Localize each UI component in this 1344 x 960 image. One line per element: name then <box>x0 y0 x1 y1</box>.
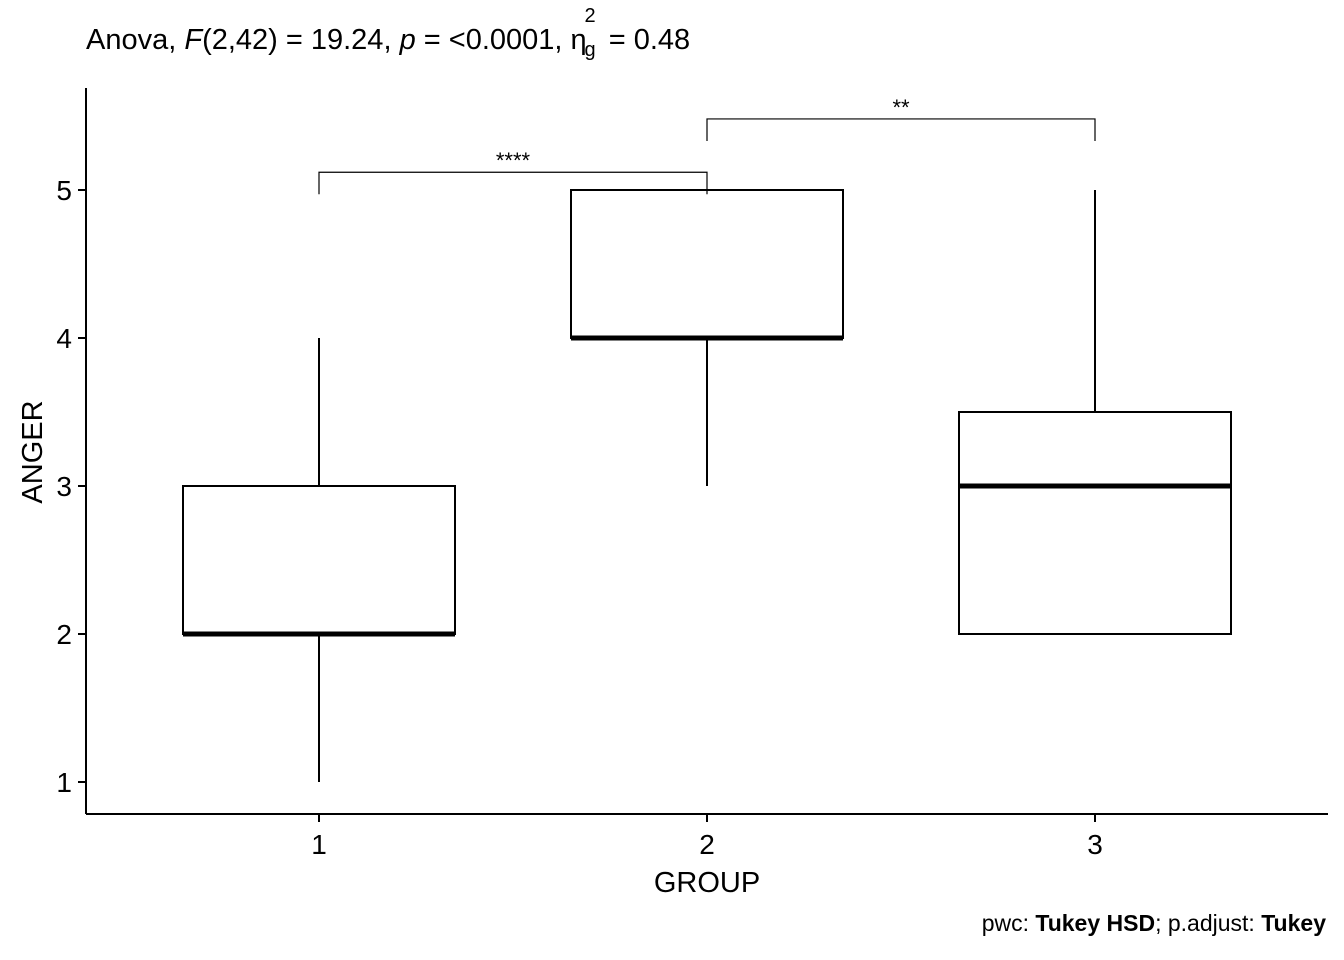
y-axis-title: ANGER <box>17 400 49 503</box>
y-tick-label: 1 <box>56 767 72 798</box>
y-tick-label: 5 <box>56 175 72 206</box>
chart-caption: pwc: Tukey HSD; p.adjust: Tukey <box>982 910 1326 937</box>
title-f-args: (2,42) = 19.24, <box>202 24 400 56</box>
caption-pwc-value: Tukey HSD <box>1035 910 1156 936</box>
x-tick-label: 3 <box>1087 829 1103 860</box>
significance-label: ** <box>892 95 910 120</box>
title-eta-symbol: η <box>570 24 587 56</box>
y-tick-label: 3 <box>56 471 72 502</box>
box-group-2 <box>570 189 844 486</box>
x-axis-title: GROUP <box>654 867 760 899</box>
significance-label: **** <box>496 148 531 173</box>
title-p-text: = <0.0001, <box>415 24 571 56</box>
y-tick-label: 4 <box>56 323 72 354</box>
x-tick-label: 1 <box>311 829 327 860</box>
title-eta-sub: g <box>584 39 596 61</box>
box-iqr <box>182 485 456 635</box>
significance-bracket <box>706 118 1096 141</box>
caption-sep: ; p.adjust: <box>1155 910 1262 936</box>
box-group-1 <box>182 338 456 782</box>
title-p-letter: p <box>399 24 416 56</box>
box-iqr <box>570 189 844 339</box>
caption-adjust-value: Tukey <box>1261 910 1326 936</box>
title-eta-sup: 2 <box>584 5 596 27</box>
box-group-3 <box>958 190 1232 635</box>
title-eta-text: = 0.48 <box>600 24 691 56</box>
title-f-letter: F <box>184 24 203 56</box>
box-iqr <box>958 411 1232 635</box>
title-prefix: Anova, <box>86 24 185 56</box>
y-tick-label: 2 <box>56 619 72 650</box>
caption-pwc-label: pwc: <box>981 910 1036 936</box>
x-tick-label: 2 <box>699 829 715 860</box>
significance-bracket <box>318 171 708 195</box>
